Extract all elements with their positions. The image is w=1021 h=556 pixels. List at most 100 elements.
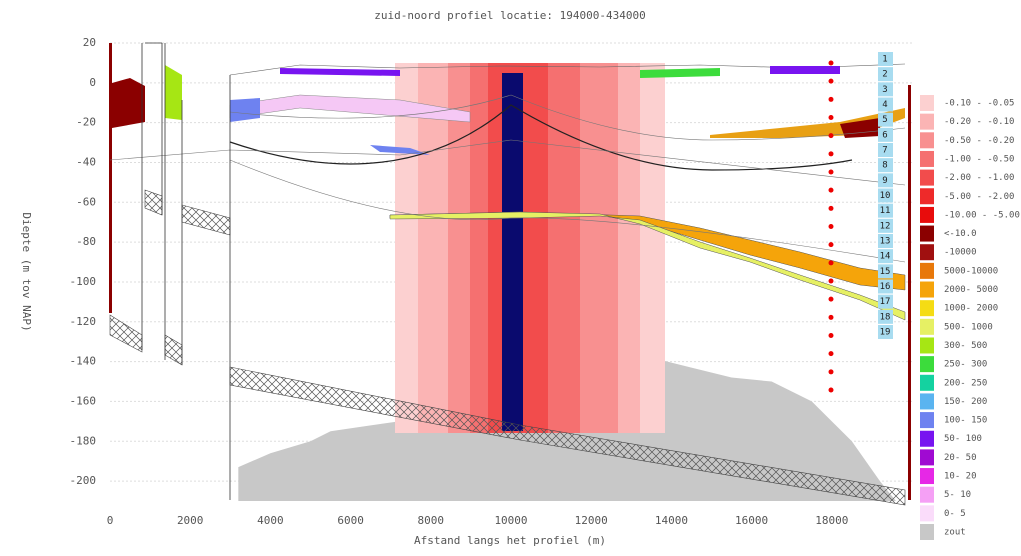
legend-label: 0- 5 [944, 509, 966, 519]
layer-point [828, 205, 834, 211]
y-tick-label: -160 [70, 394, 97, 407]
layer-label: 7 [882, 146, 887, 156]
layer-box [878, 82, 893, 97]
y-tick-label: -20 [76, 116, 96, 129]
legend-swatch [920, 430, 934, 447]
legend-label: <-10.0 [944, 229, 977, 239]
legend-swatch [920, 113, 934, 130]
legend-label: 300- 500 [944, 341, 987, 351]
y-tick-label: -180 [70, 434, 97, 447]
y-axis-label: Diepte (m tov NAP) [20, 212, 33, 331]
layer-point [828, 314, 834, 320]
legend-swatch [920, 337, 934, 354]
layer-label: 9 [882, 176, 887, 186]
legend-swatch [920, 449, 934, 466]
layer-label: 18 [880, 312, 891, 322]
layer-label: 1 [882, 55, 887, 65]
legend-swatch [920, 524, 934, 540]
legend-swatch [920, 262, 934, 279]
axes: 20 0 -20 -40 -60 -80 -100 -120 -140 -160 -180 -200 0… [70, 36, 849, 527]
layer-label: 8 [882, 161, 887, 171]
legend-swatch [920, 505, 934, 522]
layer-box [878, 52, 893, 66]
legend-label: 50- 100 [944, 434, 982, 444]
legend-swatch [920, 412, 934, 429]
layer-point [828, 78, 834, 84]
legend-label: -0.20 - -0.10 [944, 117, 1014, 127]
legend-label: zout [944, 528, 966, 538]
layer-point [828, 351, 834, 357]
layer-label: 14 [880, 252, 891, 262]
legend-label: 1000- 2000 [944, 304, 998, 314]
y-tick-label: 20 [83, 36, 96, 49]
y-tick-label: -40 [76, 155, 96, 168]
y-tick-label: 0 [89, 76, 96, 89]
legend-label: 200- 250 [944, 378, 987, 388]
legend-label: 250- 300 [944, 360, 987, 370]
layer-label: 3 [882, 85, 887, 95]
legend-swatch [920, 468, 934, 485]
layer-label: 4 [882, 100, 887, 110]
layer-box [878, 234, 893, 248]
y-tick-label: -100 [70, 275, 97, 288]
x-tick-label: 0 [107, 514, 114, 527]
legend-label: 100- 150 [944, 416, 987, 426]
legend-swatch [920, 300, 934, 317]
legend-label: 2000- 5000 [944, 285, 998, 295]
y-tick-label: -140 [70, 355, 97, 368]
layer-box [878, 325, 893, 339]
layer-box [878, 97, 893, 112]
legend-label: -0.10 - -0.05 [944, 99, 1014, 109]
legend-swatch [920, 188, 934, 205]
x-tick-label: 8000 [418, 514, 445, 527]
layer-box [878, 143, 893, 157]
legend-swatch [920, 281, 934, 298]
layer-label: 5 [882, 115, 887, 125]
layer-box [878, 264, 893, 279]
legend-swatch [920, 95, 934, 111]
legend-label: 10- 20 [944, 472, 977, 482]
layer-label: 13 [880, 237, 891, 247]
legend-label: -10.00 - -5.00 [944, 210, 1020, 220]
legend-swatch [920, 132, 934, 149]
legend-label: -5.00 - -2.00 [944, 192, 1014, 202]
x-tick-label: 6000 [337, 514, 364, 527]
layer-point [828, 387, 834, 393]
x-tick-label: 10000 [494, 514, 527, 527]
legend-label: 20- 50 [944, 453, 977, 463]
legend-label: 150- 200 [944, 397, 987, 407]
layer-point [828, 296, 834, 302]
x-tick-label: 4000 [257, 514, 284, 527]
layer-point [828, 115, 834, 120]
y-tick-label: -80 [76, 235, 96, 248]
layer-label: 2 [882, 70, 887, 80]
legend-swatch [920, 169, 934, 186]
legend-swatch [920, 374, 934, 391]
legend: -0.10 - -0.05 -0.20 - -0.10 -0.50 - -0.20 -… [920, 95, 1020, 540]
layer-point [828, 169, 834, 175]
layer-point [828, 60, 834, 66]
y-tick-label: -60 [76, 195, 96, 208]
x-tick-label: 14000 [655, 514, 688, 527]
legend-label: 500- 1000 [944, 322, 993, 332]
layer-point [828, 224, 834, 229]
chart-title: zuid-noord profiel locatie: 194000-43400… [374, 9, 646, 22]
legend-swatch [920, 225, 934, 242]
legend-swatch [920, 393, 934, 410]
layer-label: 15 [880, 267, 891, 277]
x-tick-label: 18000 [815, 514, 848, 527]
legend-label: -2.00 - -1.00 [944, 173, 1014, 183]
y-tick-label: -120 [70, 315, 97, 328]
layer-point [828, 242, 834, 248]
layer-label: 12 [880, 221, 891, 231]
layer-label: 11 [880, 206, 891, 216]
layer-point [828, 187, 834, 193]
x-tick-label: 16000 [735, 514, 768, 527]
legend-swatch [920, 150, 934, 167]
legend-label: -0.50 - -0.20 [944, 136, 1014, 146]
layer-box [878, 158, 893, 173]
x-tick-label: 2000 [177, 514, 204, 527]
layer-box [878, 309, 893, 324]
legend-swatch [920, 318, 934, 335]
